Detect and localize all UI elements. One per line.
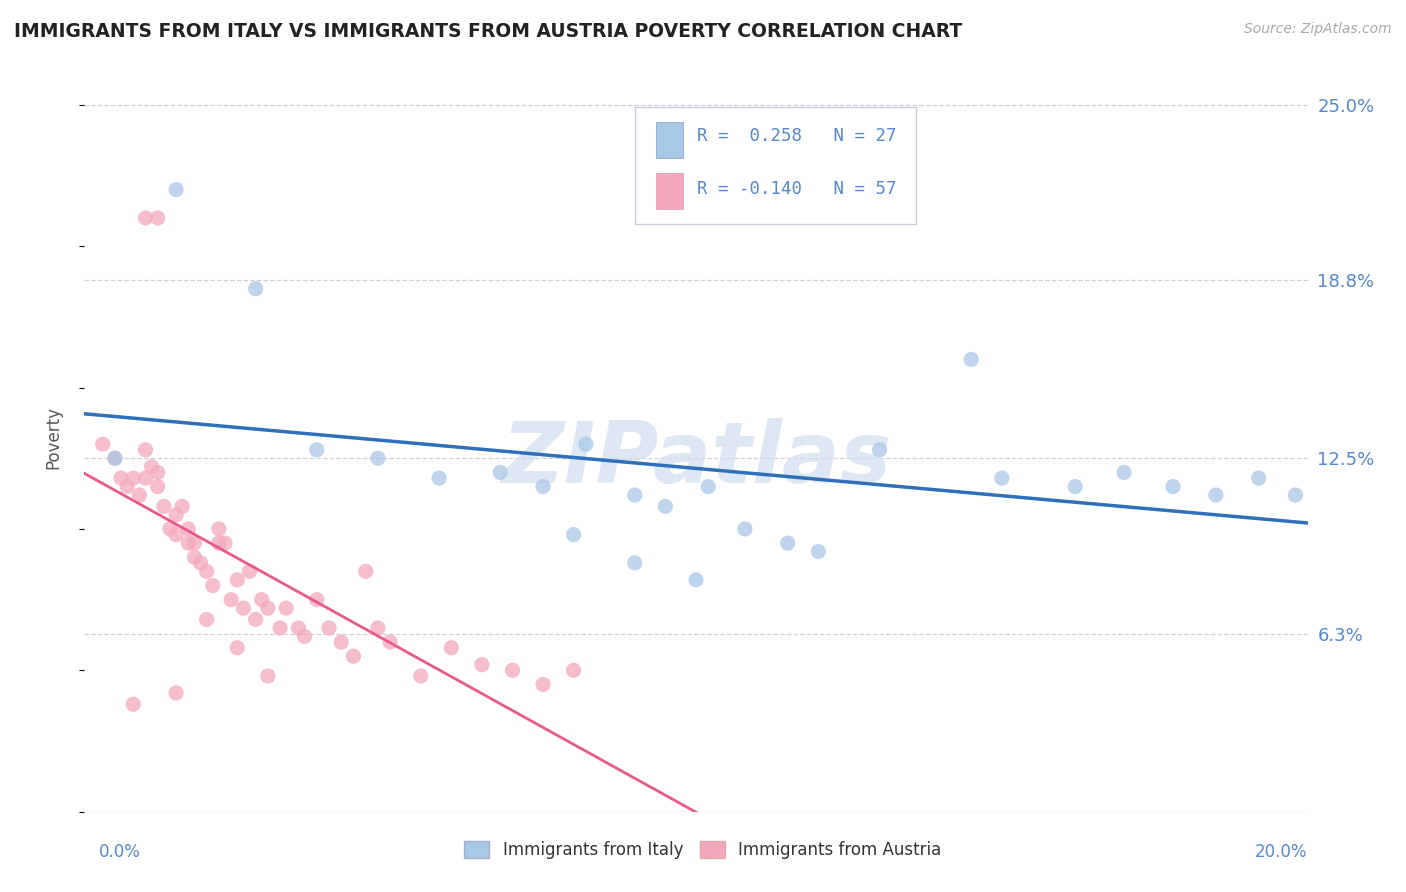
Point xyxy=(1284,488,1306,502)
Point xyxy=(489,466,512,480)
Point xyxy=(165,183,187,197)
Point xyxy=(502,664,524,678)
Text: R =  0.258   N = 27: R = 0.258 N = 27 xyxy=(697,128,897,145)
Point xyxy=(153,500,176,514)
Text: 20.0%: 20.0% xyxy=(1256,843,1308,861)
Point xyxy=(367,621,389,635)
Point xyxy=(427,471,450,485)
Text: ZIPatlas: ZIPatlas xyxy=(501,418,891,501)
Point xyxy=(165,686,187,700)
Point xyxy=(654,500,676,514)
Point xyxy=(1114,466,1136,480)
Point xyxy=(146,479,169,493)
Point xyxy=(294,629,316,643)
Text: 0.0%: 0.0% xyxy=(98,843,141,861)
Point xyxy=(531,677,554,691)
Point xyxy=(122,471,145,485)
Point xyxy=(141,459,163,474)
Point xyxy=(245,282,267,296)
Point xyxy=(201,578,224,592)
Point xyxy=(367,451,389,466)
Point xyxy=(110,471,132,485)
Point xyxy=(287,621,309,635)
Point xyxy=(697,479,720,493)
Point xyxy=(135,211,157,225)
Point xyxy=(440,640,463,655)
Point xyxy=(269,621,291,635)
Point xyxy=(214,536,236,550)
Point xyxy=(409,669,432,683)
Point xyxy=(991,471,1014,485)
Text: R = -0.140   N = 57: R = -0.140 N = 57 xyxy=(697,180,897,198)
Point xyxy=(250,592,273,607)
Point xyxy=(146,211,169,225)
Legend: Immigrants from Italy, Immigrants from Austria: Immigrants from Italy, Immigrants from A… xyxy=(458,834,948,866)
Point xyxy=(128,488,150,502)
Point xyxy=(685,573,707,587)
Point xyxy=(226,640,249,655)
Point xyxy=(165,527,187,541)
Point xyxy=(183,550,205,565)
Point xyxy=(226,573,249,587)
Point xyxy=(1247,471,1270,485)
Point xyxy=(471,657,494,672)
Point xyxy=(257,669,280,683)
Point xyxy=(232,601,254,615)
Point xyxy=(734,522,756,536)
Point xyxy=(562,664,585,678)
Point xyxy=(869,442,891,457)
Point xyxy=(318,621,340,635)
Point xyxy=(562,527,585,541)
Text: Source: ZipAtlas.com: Source: ZipAtlas.com xyxy=(1244,22,1392,37)
Point xyxy=(807,544,830,558)
Point xyxy=(146,466,169,480)
FancyBboxPatch shape xyxy=(655,122,682,158)
Point xyxy=(208,536,231,550)
Point xyxy=(776,536,799,550)
Point xyxy=(575,437,598,451)
Text: IMMIGRANTS FROM ITALY VS IMMIGRANTS FROM AUSTRIA POVERTY CORRELATION CHART: IMMIGRANTS FROM ITALY VS IMMIGRANTS FROM… xyxy=(14,22,962,41)
Point xyxy=(257,601,280,615)
Point xyxy=(1161,479,1184,493)
Point xyxy=(115,479,138,493)
FancyBboxPatch shape xyxy=(655,173,682,209)
Point xyxy=(122,698,145,712)
Point xyxy=(190,556,212,570)
Point xyxy=(380,635,402,649)
Point xyxy=(342,649,364,664)
Point xyxy=(165,508,187,522)
Point xyxy=(135,471,157,485)
Point xyxy=(354,565,377,579)
Point xyxy=(624,488,647,502)
Point xyxy=(305,592,328,607)
Point xyxy=(208,522,231,536)
Point xyxy=(305,442,328,457)
Point xyxy=(177,536,200,550)
Point xyxy=(183,536,205,550)
Point xyxy=(531,479,554,493)
Point xyxy=(91,437,114,451)
Point xyxy=(172,500,194,514)
Point xyxy=(159,522,181,536)
Point xyxy=(330,635,353,649)
Point xyxy=(276,601,298,615)
Point xyxy=(960,352,983,367)
Point xyxy=(624,556,647,570)
Point xyxy=(195,612,218,626)
Point xyxy=(104,451,127,466)
Point xyxy=(104,451,127,466)
Point xyxy=(245,612,267,626)
Point xyxy=(195,565,218,579)
Point xyxy=(238,565,260,579)
Point xyxy=(1205,488,1227,502)
Point xyxy=(1064,479,1087,493)
Text: Poverty: Poverty xyxy=(45,406,63,468)
Point xyxy=(177,522,200,536)
FancyBboxPatch shape xyxy=(636,107,917,224)
Point xyxy=(219,592,242,607)
Point xyxy=(135,442,157,457)
